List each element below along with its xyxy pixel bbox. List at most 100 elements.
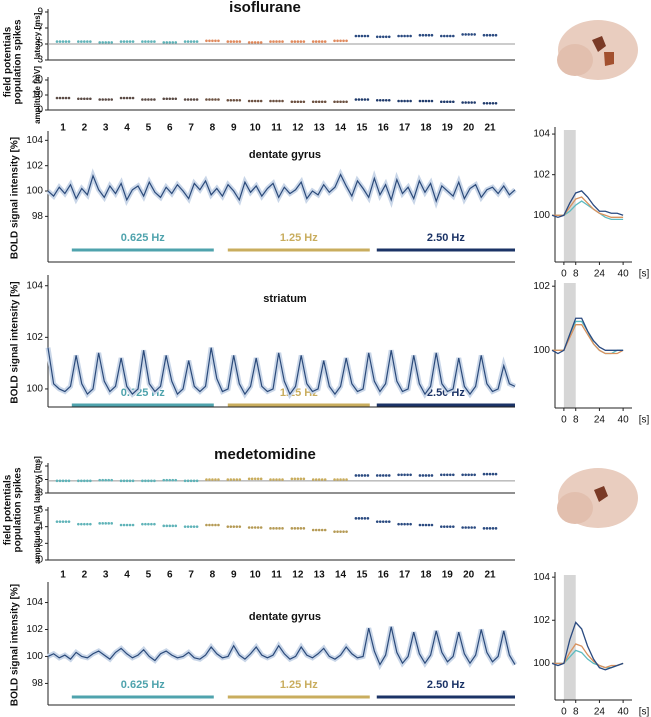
x-axis-label: [s] (639, 415, 650, 426)
data-point (229, 40, 233, 43)
y-tick-label: 5 (37, 474, 43, 485)
data-point (186, 40, 190, 43)
x-tick-label: 40 (618, 707, 630, 717)
data-point (125, 479, 129, 483)
data-point (86, 479, 89, 483)
data-point (299, 40, 303, 43)
block-label: 15 (356, 570, 368, 581)
y-tick-label: 10 (32, 90, 44, 101)
data-point (128, 40, 132, 43)
data-point (122, 96, 126, 100)
data-point (110, 522, 113, 525)
data-point (64, 520, 68, 523)
data-point (384, 35, 388, 39)
data-point (485, 101, 489, 105)
data-point (153, 522, 156, 526)
data-point (366, 474, 370, 477)
y-axis-label: latency [ms] (33, 456, 42, 503)
block-label: 16 (378, 123, 390, 134)
y-tick-label: 100 (533, 658, 550, 669)
data-point (375, 474, 379, 477)
block-label: 21 (484, 570, 496, 581)
data-point (192, 525, 196, 528)
block-label: 20 (463, 570, 475, 581)
data-point (418, 33, 422, 37)
y-tick-label: 9 (37, 7, 43, 18)
data-point (165, 41, 169, 44)
data-point (464, 101, 467, 104)
y-tick-label: 102 (26, 624, 43, 635)
data-point (452, 34, 455, 38)
data-point (387, 520, 391, 523)
data-point (317, 528, 321, 532)
data-point (293, 477, 297, 481)
data-point (278, 527, 281, 530)
data-point (302, 40, 306, 43)
data-point (128, 523, 132, 527)
data-point (281, 478, 284, 481)
data-point (192, 40, 196, 43)
data-point (144, 40, 147, 43)
block-label: 12 (292, 123, 304, 134)
data-point (421, 474, 425, 477)
data-point (336, 478, 339, 481)
data-point (122, 479, 126, 483)
data-point (269, 478, 272, 481)
data-point (440, 473, 443, 477)
data-point (272, 527, 275, 530)
y-tick-label: 7 (37, 461, 43, 472)
data-point (406, 34, 409, 38)
y-tick-label: 100 (26, 651, 43, 662)
data-point (323, 40, 327, 43)
data-point (473, 101, 476, 104)
block-label: 19 (442, 570, 454, 581)
data-point (104, 522, 107, 525)
data-point (366, 34, 370, 38)
y-tick-label: 102 (26, 332, 43, 343)
y-tick-label: 3 (37, 55, 43, 66)
data-point (101, 522, 104, 525)
data-point (293, 40, 297, 43)
data-point (406, 99, 409, 103)
data-point (333, 100, 336, 104)
data-point (192, 479, 196, 483)
data-point (320, 478, 324, 481)
block-label: 6 (167, 570, 173, 581)
data-point (67, 40, 71, 43)
stimulus-label: 0.625 Hz (121, 679, 166, 691)
data-point (494, 472, 498, 476)
data-point (440, 525, 443, 528)
data-point (339, 100, 342, 104)
block-label: 14 (335, 123, 347, 134)
data-point (278, 99, 281, 103)
y-tick-label: 0 (37, 105, 43, 116)
data-point (77, 40, 80, 43)
data-point (55, 96, 59, 100)
data-point (174, 41, 178, 44)
data-point (247, 99, 251, 103)
data-point (339, 39, 342, 43)
data-point (61, 520, 65, 523)
data-point (336, 100, 339, 104)
data-point (250, 41, 254, 44)
response-trace (552, 320, 624, 355)
data-point (58, 479, 62, 483)
data-point (125, 96, 129, 100)
data-point (345, 39, 348, 43)
y-tick-label: 104 (533, 129, 550, 140)
block-label: 2 (82, 570, 88, 581)
data-point (357, 474, 361, 477)
data-point (443, 34, 446, 38)
data-point (107, 41, 110, 44)
data-point (125, 523, 129, 527)
data-point (153, 40, 156, 43)
data-point (195, 525, 199, 528)
data-point (378, 520, 382, 523)
data-point (281, 527, 284, 530)
y-tick-label: 100 (26, 186, 43, 197)
data-point (488, 472, 492, 476)
data-point (232, 525, 236, 528)
data-point (64, 96, 68, 100)
data-point (195, 40, 199, 43)
response-trace (552, 324, 624, 355)
